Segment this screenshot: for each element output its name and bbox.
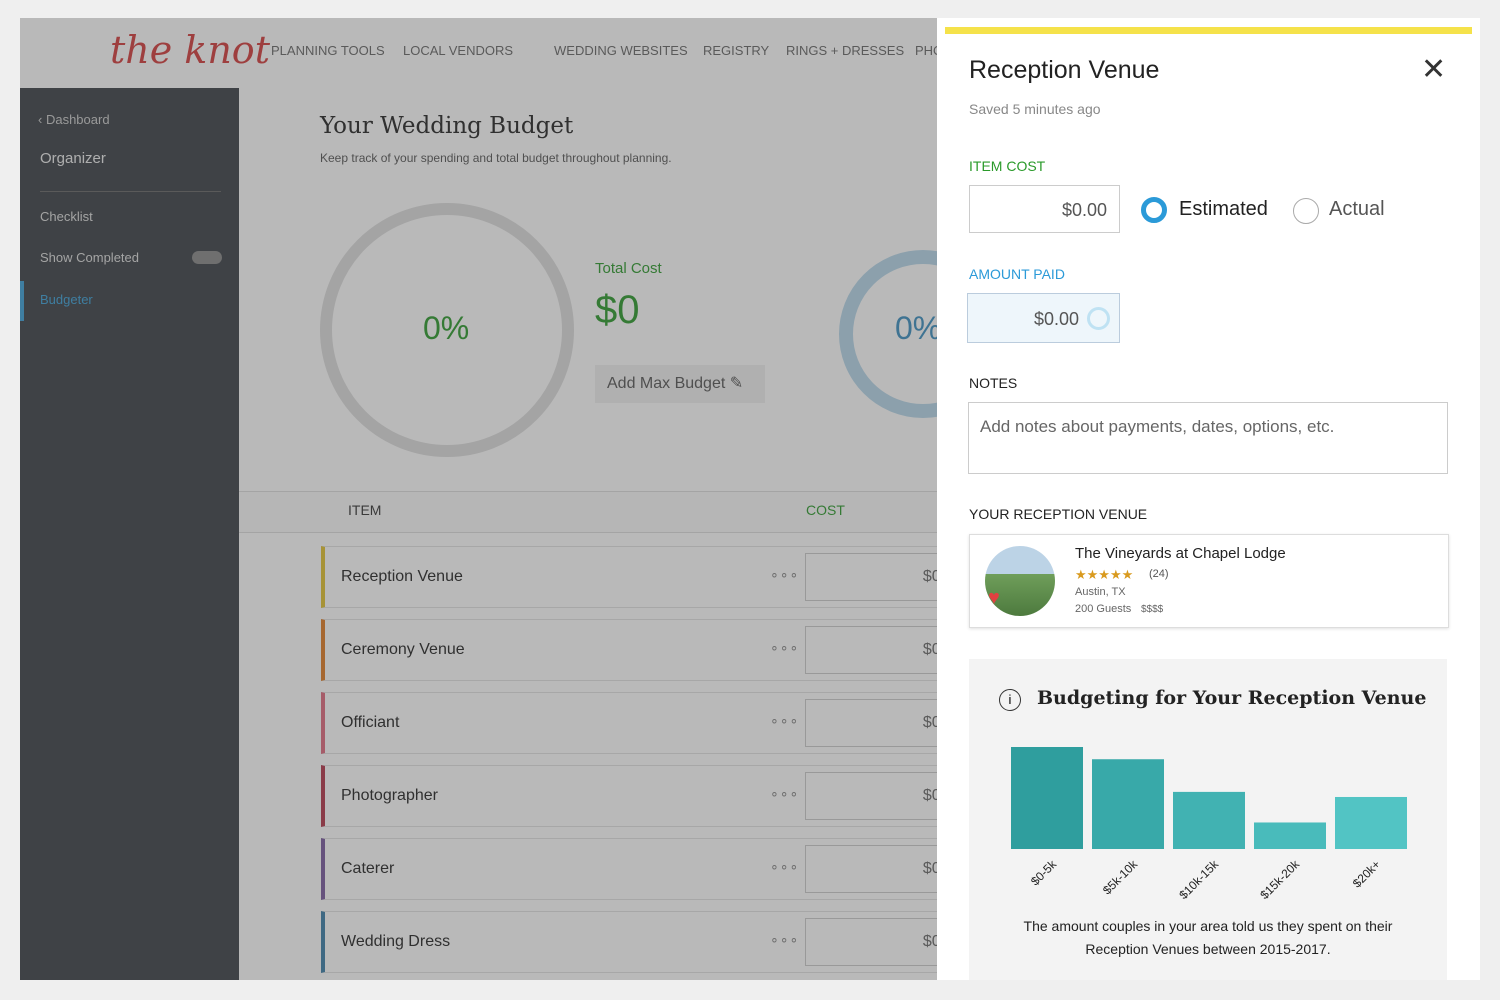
panel-title: Reception Venue <box>969 56 1160 84</box>
item-cost-input[interactable]: $0.00 <box>969 185 1120 233</box>
x-tick-label: $15k-20k <box>1257 857 1303 903</box>
radio[interactable] <box>1293 198 1319 224</box>
nav-link[interactable]: PLANNING TOOLS <box>271 43 385 58</box>
x-tick-label: $5k-10k <box>1100 857 1141 898</box>
percent: 0% <box>423 310 470 346</box>
bar <box>1254 822 1326 849</box>
radio-checked[interactable] <box>1141 197 1167 223</box>
budget-row[interactable]: Caterer∘∘∘$0.0 <box>321 838 965 900</box>
input-value: $0.00 <box>1061 200 1107 220</box>
heart: ♥ <box>988 587 1000 609</box>
side-panel: Reception Venue ✕ Saved 5 minutes ago IT… <box>937 18 1480 980</box>
row-name: Officiant <box>341 714 400 731</box>
budget-row[interactable]: Ceremony Venue∘∘∘$0.0 <box>321 619 965 681</box>
bar <box>1011 747 1083 849</box>
radio-label[interactable]: Actual <box>1329 198 1385 220</box>
percent-2: 0% <box>895 310 942 346</box>
total: $0 <box>595 288 640 332</box>
tip-box: i Budgeting for Your Reception Venue $0-… <box>969 659 1447 980</box>
nav-link[interactable]: REGISTRY <box>703 43 770 58</box>
location: Austin, TX <box>1075 586 1126 598</box>
budget-row[interactable]: Officiant∘∘∘$0.0 <box>321 692 965 754</box>
back-text: Dashboard <box>45 112 110 127</box>
section: Organizer <box>40 150 106 167</box>
budget-row[interactable]: Photographer∘∘∘$0.0 <box>321 765 965 827</box>
guests: 200 Guests <box>1075 603 1132 615</box>
nav-item[interactable]: Show Completed <box>40 250 139 265</box>
venue-card[interactable]: ♥ The Vineyards at Chapel Lodge ★★★★★ (2… <box>969 534 1449 628</box>
row-name: Reception Venue <box>341 568 463 585</box>
bar <box>1173 791 1245 849</box>
venue-photo <box>985 546 1055 616</box>
label: YOUR RECEPTION VENUE <box>969 506 1148 522</box>
row-menu[interactable]: ∘∘∘ <box>770 566 800 582</box>
back-link[interactable]: ‹ Dashboard <box>38 112 110 127</box>
tip-title: Budgeting for Your Reception Venue <box>1037 687 1427 709</box>
bar-chart: $0-5k $5k-10k $10k-15k $15k-20k $20k+ <box>1011 747 1407 903</box>
bar <box>1092 759 1164 849</box>
row-menu[interactable]: ∘∘∘ <box>770 785 800 801</box>
row-menu[interactable]: ∘∘∘ <box>770 931 800 947</box>
dim-overlay <box>20 18 937 980</box>
toggle[interactable] <box>192 251 222 264</box>
table-header <box>239 491 937 533</box>
notes-input[interactable]: Add notes about payments, dates, options… <box>968 402 1448 474</box>
row-menu[interactable]: ∘∘∘ <box>770 712 800 728</box>
nav-link[interactable]: LOCAL VENDORS <box>403 43 514 58</box>
nav-link[interactable]: WEDDING WEBSITES <box>554 43 688 58</box>
nav-item[interactable]: Budgeter <box>40 292 93 307</box>
sidebar: ‹ Dashboard Organizer Checklist Show Com… <box>20 88 239 980</box>
col-header: ITEM <box>348 502 382 518</box>
spinner <box>1087 307 1110 330</box>
top-nav: the knot PLANNING TOOLS LOCAL VENDORS WEDD… <box>20 18 970 89</box>
close-button[interactable]: ✕ <box>1421 53 1447 86</box>
caption: The amount couples in your area told us … <box>1023 918 1393 957</box>
label: AMOUNT PAID <box>969 266 1065 282</box>
label: ITEM COST <box>969 158 1046 174</box>
placeholder: Add notes about payments, dates, options… <box>980 417 1335 436</box>
reviews: (24) <box>1149 568 1169 580</box>
row-menu[interactable]: ∘∘∘ <box>770 858 800 874</box>
input-value: $0.00 <box>1033 309 1079 329</box>
nav-item[interactable]: Checklist <box>40 209 93 224</box>
max-budget-button[interactable]: Add Max Budget ✎ <box>595 365 765 403</box>
nav-link[interactable]: RINGS + DRESSES <box>786 43 905 58</box>
row-name: Photographer <box>341 787 438 804</box>
row-name: Caterer <box>341 860 395 877</box>
info-icon: i <box>999 689 1021 711</box>
x-tick-label: $20k+ <box>1350 857 1383 890</box>
total-label: Total Cost <box>595 260 662 277</box>
price: $$$$ <box>1141 604 1164 615</box>
divider <box>40 191 221 192</box>
row-name: Wedding Dress <box>341 933 451 950</box>
label: NOTES <box>969 375 1018 391</box>
subtitle: Keep track of your spending and total bu… <box>320 151 672 165</box>
row-name: Ceremony Venue <box>341 641 465 658</box>
stars: ★★★★★ <box>1075 567 1134 582</box>
x-tick-label: $10k-15k <box>1176 857 1222 903</box>
title: Your Wedding Budget <box>320 113 574 139</box>
saved: Saved 5 minutes ago <box>969 101 1101 117</box>
row-menu[interactable]: ∘∘∘ <box>770 639 800 655</box>
button-text: Add Max Budget <box>607 375 726 392</box>
logo[interactable]: the knot <box>110 28 270 72</box>
bar <box>1335 796 1407 849</box>
radio-label[interactable]: Estimated <box>1179 198 1268 220</box>
app-window: the knot PLANNING TOOLS LOCAL VENDORS WEDD… <box>20 18 1480 980</box>
active-bar <box>20 281 24 321</box>
venue-name: The Vineyards at Chapel Lodge <box>1075 545 1286 562</box>
x-tick-label: $0-5k <box>1028 857 1060 889</box>
accent-bar <box>945 27 1472 34</box>
col-header: COST <box>806 502 845 518</box>
